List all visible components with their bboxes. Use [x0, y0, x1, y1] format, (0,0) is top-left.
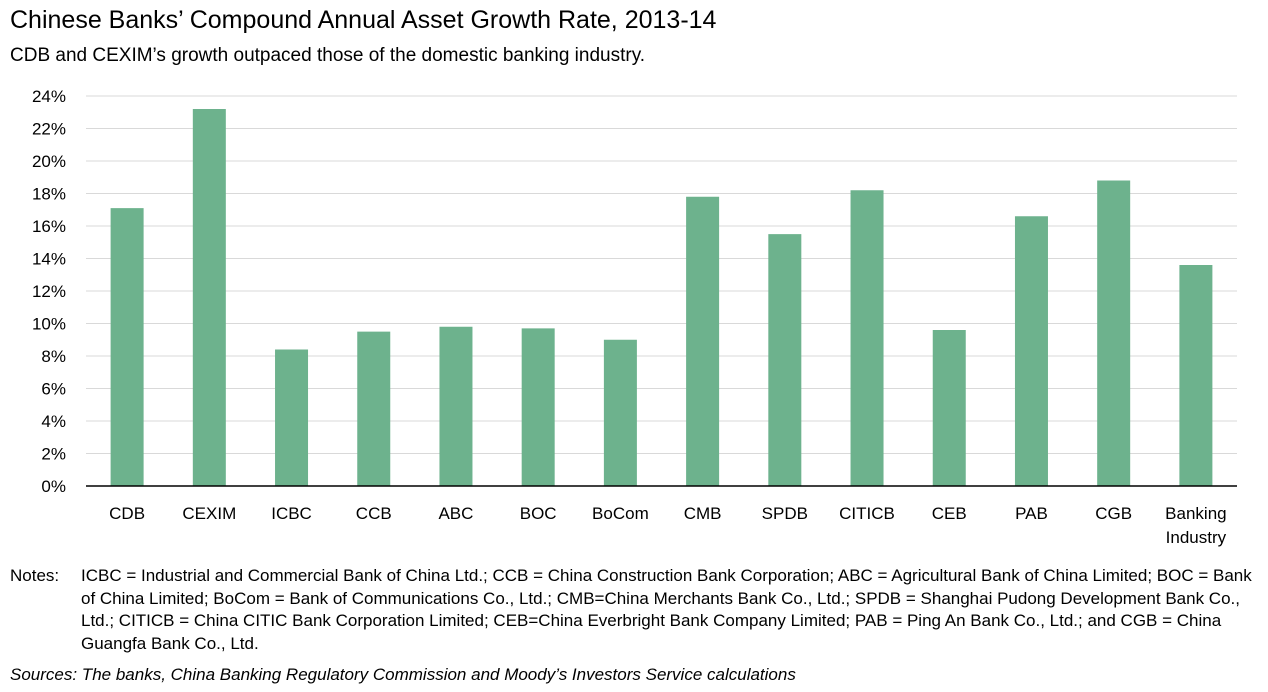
bar-abc [439, 326, 473, 486]
category-label: CCB [356, 504, 392, 523]
bar-boc [521, 328, 555, 486]
y-tick-label: 4% [41, 412, 66, 431]
sources: Sources: The banks, China Banking Regula… [10, 665, 796, 684]
category-label: Banking Industry [1165, 504, 1226, 547]
category-label: CGB [1095, 504, 1132, 523]
y-tick-label: 22% [32, 120, 66, 139]
bar-chart: 0% 2% 4% 6% 8% 10% 12% 14% 16% 18% 20% 22% 24% CDB CE… [32, 87, 1237, 547]
category-label: CMB [684, 504, 722, 523]
y-tick-label: 24% [32, 87, 66, 106]
category-label: CEXIM [182, 504, 236, 523]
y-tick-label: 10% [32, 315, 66, 334]
y-tick-label: 6% [41, 380, 66, 399]
chart-title: Chinese Banks’ Compound Annual Asset Gro… [10, 6, 717, 34]
bar-icbc [275, 349, 309, 486]
chart-subtitle: CDB and CEXIM’s growth outpaced those of… [10, 45, 646, 66]
category-label: SPDB [762, 504, 808, 523]
bars [110, 109, 1213, 486]
bar-ccb [357, 331, 391, 486]
category-label: ABC [438, 504, 473, 523]
category-label: CDB [109, 504, 145, 523]
y-tick-label: 20% [32, 152, 66, 171]
category-label: ICBC [271, 504, 312, 523]
y-tick-label: 14% [32, 250, 66, 269]
y-tick-label: 0% [41, 477, 66, 496]
category-label: CITICB [839, 504, 895, 523]
y-tick-label: 16% [32, 217, 66, 236]
category-label: BoCom [592, 504, 649, 523]
bar-spdb [768, 234, 802, 486]
category-label: PAB [1015, 504, 1048, 523]
y-tick-label: 12% [32, 282, 66, 301]
category-label: BOC [520, 504, 557, 523]
x-axis-category-labels: CDB CEXIM ICBC CCB ABC BOC BoCom CMB SPDB CITICB C… [109, 504, 1226, 547]
bar-pab [1014, 216, 1048, 486]
notes-text: ICBC = Industrial and Commercial Bank of… [81, 566, 1252, 653]
bar-ceb [932, 330, 966, 486]
bar-cgb [1097, 180, 1131, 486]
bar-banking-industry [1179, 265, 1213, 486]
bar-cexim [192, 109, 226, 486]
bar-citicb [850, 190, 884, 486]
category-label: CEB [932, 504, 967, 523]
bar-cdb [110, 208, 144, 486]
y-tick-label: 8% [41, 347, 66, 366]
gridlines [86, 95, 1237, 454]
notes-label: Notes: [10, 566, 60, 585]
y-tick-label: 2% [41, 445, 66, 464]
y-axis-tick-labels: 0% 2% 4% 6% 8% 10% 12% 14% 16% 18% 20% 22% 24% [32, 87, 66, 496]
bar-cmb [686, 196, 720, 486]
y-tick-label: 18% [32, 185, 66, 204]
bar-bocom [603, 339, 637, 486]
